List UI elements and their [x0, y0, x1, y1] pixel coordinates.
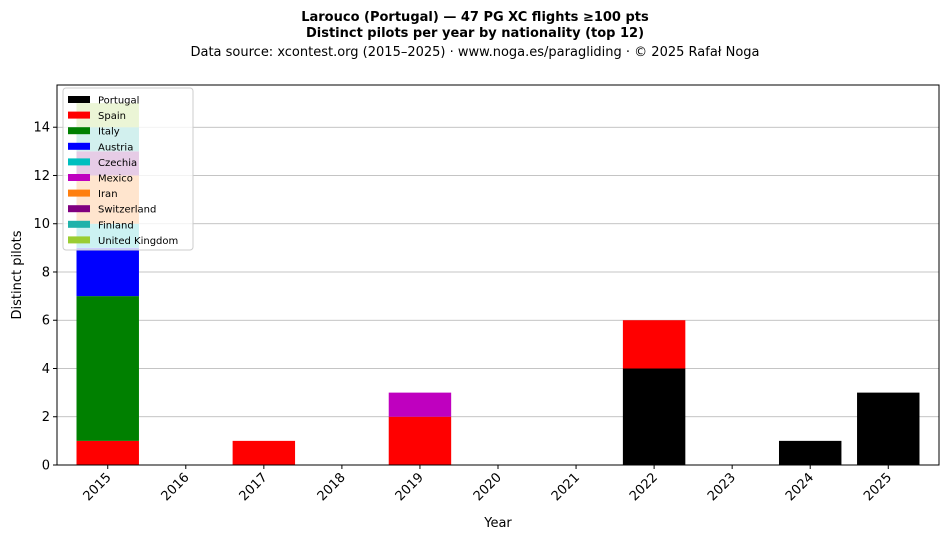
bar-segment — [622, 368, 686, 465]
legend-swatch — [68, 220, 90, 228]
bar-segment — [857, 392, 920, 465]
y-tick-label: 12 — [33, 169, 50, 184]
y-tick-label: 8 — [42, 265, 50, 280]
legend-label: Portugal — [98, 96, 139, 107]
x-tick-label: 2018 — [315, 470, 349, 504]
y-axis: 0 2 4 6 8 10 12 14 — [33, 121, 57, 474]
bar-segment — [232, 440, 296, 465]
y-tick-label: 2 — [42, 410, 50, 425]
legend-label: Iran — [98, 189, 118, 200]
legend-label: Finland — [98, 220, 134, 231]
legend-swatch — [68, 96, 90, 103]
x-tick-label: 2019 — [393, 470, 427, 504]
grid-lines — [57, 126, 939, 418]
legend-label: Czechia — [98, 158, 137, 169]
x-tick-label: 2016 — [159, 470, 193, 504]
legend-box — [62, 87, 194, 251]
bar-segment — [778, 440, 842, 465]
legend: Portugal Spain Italy Austria Czechia Mexico Ir… — [62, 87, 194, 251]
legend-label: Austria — [98, 142, 133, 153]
bar-segment — [388, 416, 452, 465]
y-tick-label: 6 — [42, 314, 50, 329]
x-tick-label: 2025 — [861, 470, 895, 504]
x-tick-label: 2021 — [549, 470, 583, 504]
legend-label: Italy — [98, 127, 120, 138]
bar-segment — [76, 440, 139, 465]
legend-swatch — [68, 174, 90, 181]
x-tick-label: 2017 — [237, 470, 271, 504]
x-tick-label: 2022 — [627, 470, 661, 504]
y-tick-label: 0 — [42, 459, 50, 474]
y-tick-label: 4 — [42, 362, 50, 377]
x-tick-label: 2015 — [81, 470, 115, 504]
chart-source: Data source: xcontest.org (2015–2025) · … — [190, 45, 759, 60]
bar-segment — [388, 392, 452, 417]
legend-swatch — [68, 111, 90, 119]
legend-label: Spain — [98, 111, 126, 122]
x-tick-label: 2020 — [471, 470, 505, 504]
bars — [76, 103, 920, 465]
chart-subtitle: Distinct pilots per year by nationality … — [306, 26, 644, 41]
y-tick-label: 14 — [33, 121, 50, 136]
legend-swatch — [68, 236, 90, 244]
legend-swatch — [68, 142, 90, 150]
x-axis-label: Year — [483, 516, 512, 531]
legend-label: Switzerland — [98, 205, 156, 216]
y-tick-label: 10 — [33, 217, 50, 232]
legend-swatch — [68, 127, 90, 135]
legend-swatch — [68, 158, 90, 166]
bar-segment — [76, 247, 139, 297]
x-tick-label: 2023 — [705, 470, 739, 504]
bar-segment — [76, 296, 139, 441]
legend-label: Mexico — [98, 174, 133, 185]
chart-title: Larouco (Portugal) — 47 PG XC flights ≥1… — [301, 10, 649, 25]
bar-segment — [622, 320, 686, 369]
legend-swatch — [68, 205, 90, 213]
legend-swatch — [68, 189, 90, 197]
legend-label: United Kingdom — [98, 236, 178, 247]
x-axis: 2015 2016 2017 2018 2019 2020 2021 2022 2023 2024… — [81, 465, 895, 504]
y-axis-label: Distinct pilots — [10, 230, 25, 319]
x-tick-label: 2024 — [783, 470, 817, 504]
